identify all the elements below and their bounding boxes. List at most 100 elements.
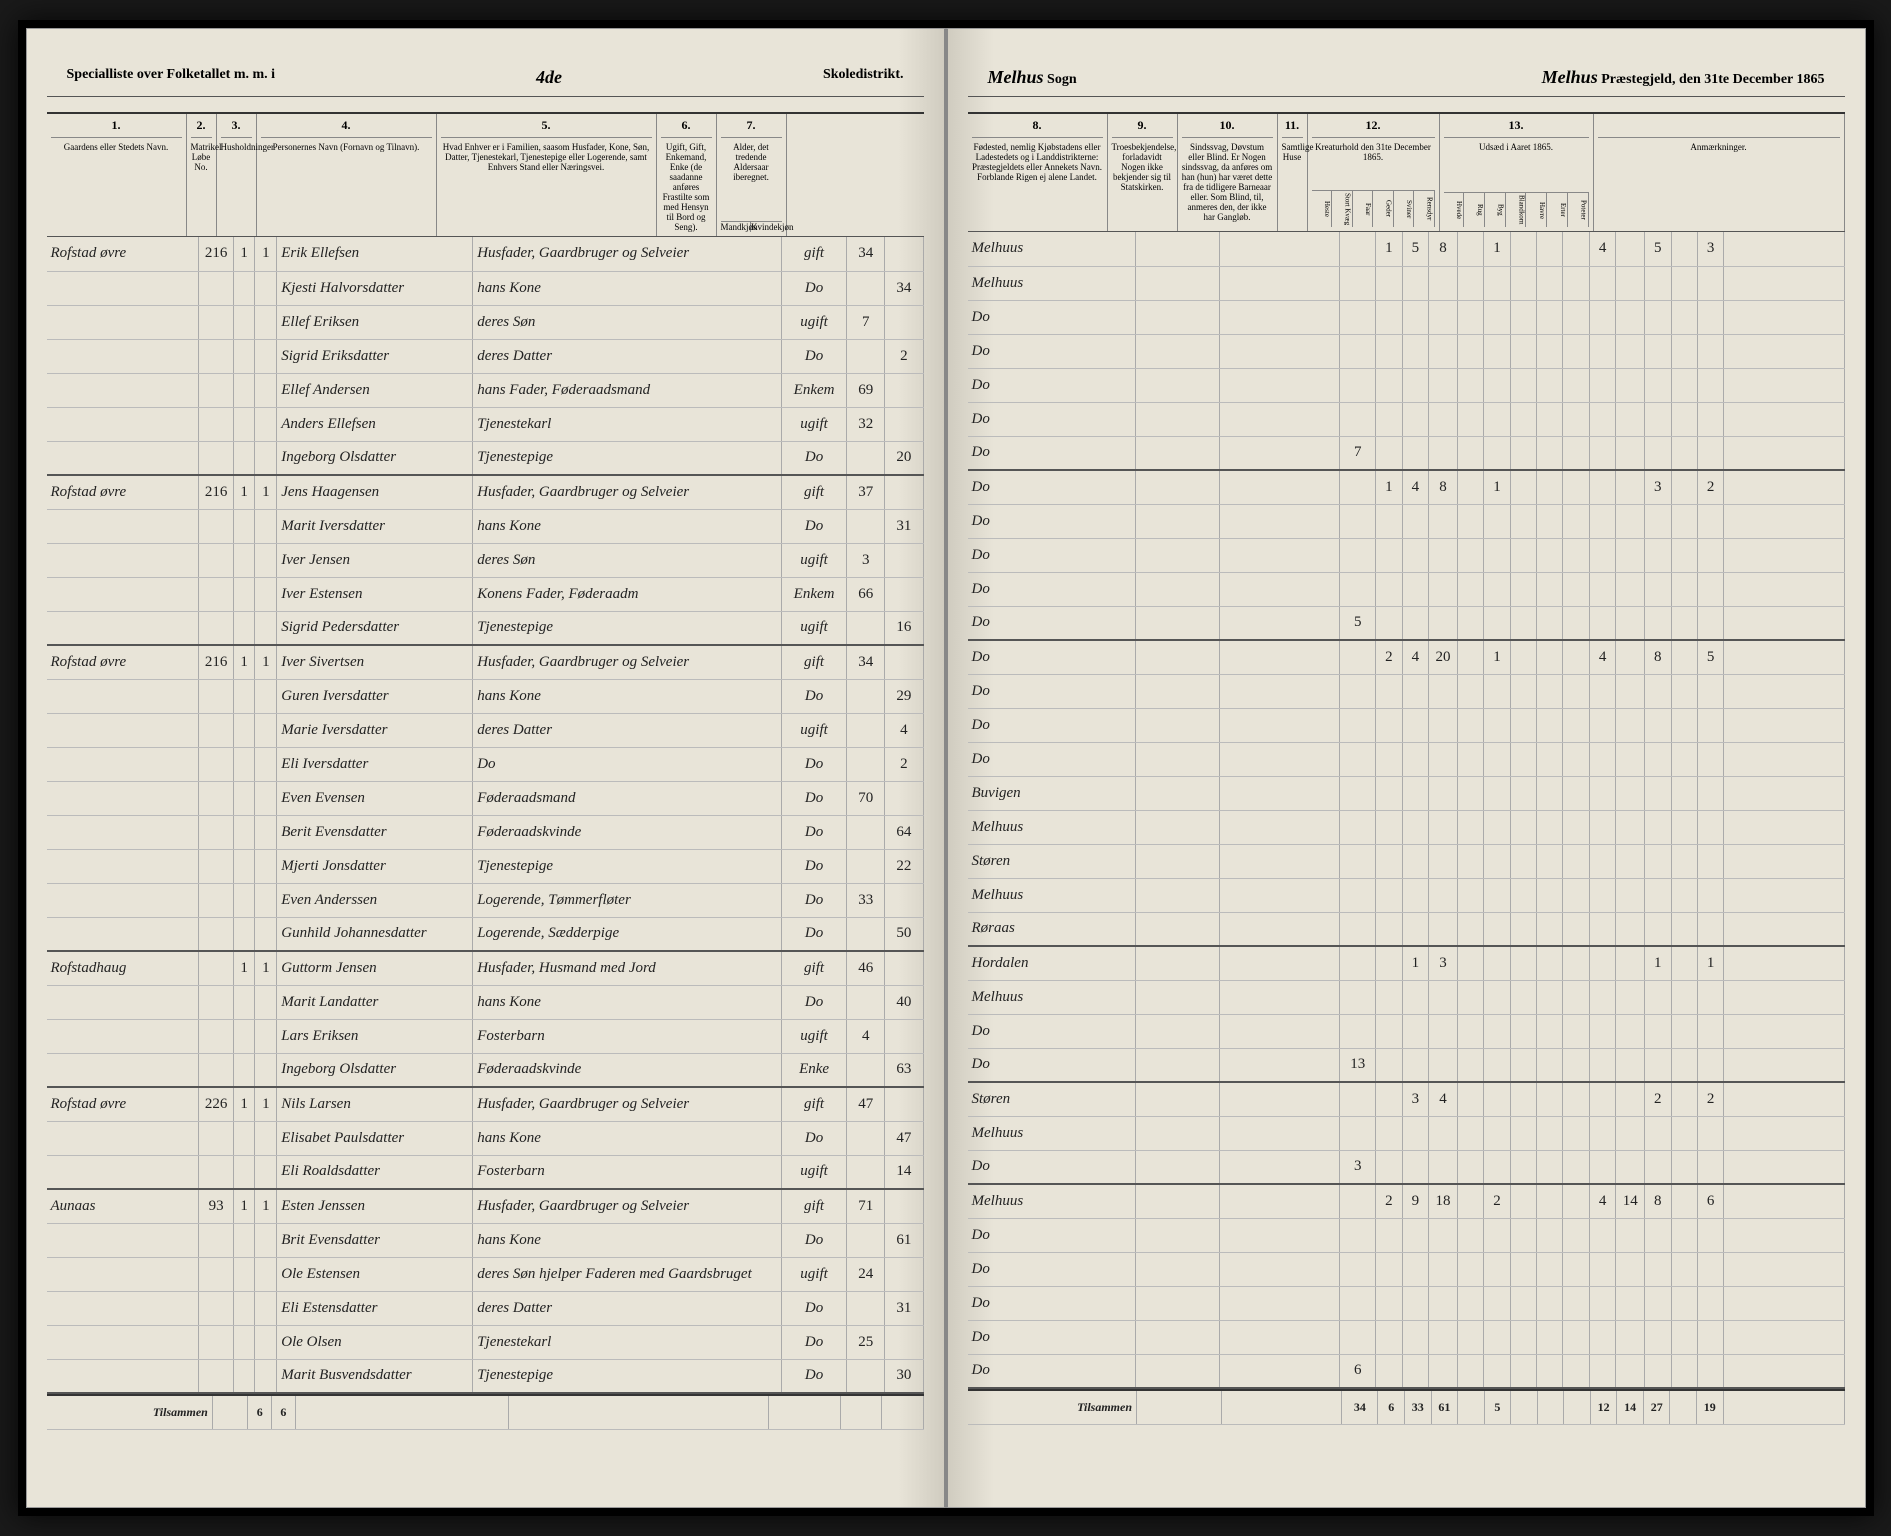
- seed-0: [1537, 436, 1563, 470]
- sogn-label: Sogn: [1047, 72, 1077, 87]
- house-count: 13: [1340, 1048, 1376, 1082]
- household-1: [233, 1223, 255, 1257]
- person-name: Mjerti Jonsdatter: [277, 849, 473, 883]
- person-name: Erik Ellefsen: [277, 237, 473, 271]
- table-row: Do: [968, 1286, 1845, 1320]
- seed-3: [1616, 912, 1645, 946]
- livestock-0: [1376, 1354, 1402, 1388]
- person-name: Even Evensen: [277, 781, 473, 815]
- household-2: [255, 543, 277, 577]
- table-row: Do148132: [968, 470, 1845, 504]
- disability: [1220, 1150, 1340, 1184]
- household-2: [255, 679, 277, 713]
- livestock-2: [1429, 436, 1458, 470]
- seed-5: [1671, 776, 1697, 810]
- table-row: Do: [968, 708, 1845, 742]
- matrikel-no: [199, 1325, 233, 1359]
- col7-sub-m: Mandkjøn: [721, 222, 752, 232]
- disability: [1220, 1286, 1340, 1320]
- seed-5: [1671, 300, 1697, 334]
- seed-0: [1537, 980, 1563, 1014]
- table-row: Marit Landatterhans KoneDo40: [47, 985, 924, 1019]
- matrikel-no: [199, 1053, 233, 1087]
- age-female: 2: [885, 339, 923, 373]
- person-name: Guttorm Jensen: [277, 951, 473, 985]
- seed-3: [1616, 470, 1645, 504]
- farm-name: [47, 985, 199, 1019]
- seed-6: [1697, 402, 1723, 436]
- farm-name: [47, 1121, 199, 1155]
- livestock-3: [1457, 1252, 1483, 1286]
- disability: [1220, 504, 1340, 538]
- livestock-5: [1510, 1082, 1536, 1116]
- seed-5: [1671, 1218, 1697, 1252]
- livestock-0: [1376, 1014, 1402, 1048]
- livestock-1: [1402, 606, 1428, 640]
- livestock-3: [1457, 504, 1483, 538]
- age-male: [847, 713, 885, 747]
- livestock-0: [1376, 572, 1402, 606]
- farm-name: [47, 271, 199, 305]
- age-male: 4: [847, 1019, 885, 1053]
- religion: [1136, 300, 1220, 334]
- left-footer: Tilsammen 6 6: [47, 1394, 924, 1430]
- col13-sub: Byg: [1485, 193, 1506, 227]
- age-female: 31: [885, 1291, 923, 1325]
- seed-1: [1563, 300, 1589, 334]
- person-role: Husfader, Gaardbruger og Selveier: [473, 1087, 782, 1121]
- disability: [1220, 810, 1340, 844]
- livestock-4: [1484, 1252, 1510, 1286]
- person-name: Eli Estensdatter: [277, 1291, 473, 1325]
- age-male: [847, 985, 885, 1019]
- table-row: Rofstad øvre21611Iver SivertsenHusfader,…: [47, 645, 924, 679]
- table-row: Ellef Eriksenderes Sønugift7: [47, 305, 924, 339]
- livestock-3: [1457, 1048, 1483, 1082]
- person-name: Eli Iversdatter: [277, 747, 473, 781]
- religion: [1136, 1218, 1220, 1252]
- table-row: Rofstad øvre21611Jens HaagensenHusfader,…: [47, 475, 924, 509]
- matrikel-no: [199, 305, 233, 339]
- colnum-7: 7.: [721, 118, 782, 138]
- disability: [1220, 266, 1340, 300]
- seed-1: [1563, 1048, 1589, 1082]
- religion: [1136, 776, 1220, 810]
- seed-3: [1616, 572, 1645, 606]
- seed-5: [1671, 538, 1697, 572]
- seed-4: [1645, 402, 1671, 436]
- livestock-3: [1457, 674, 1483, 708]
- seed-1: [1563, 1354, 1589, 1388]
- seed-3: [1616, 436, 1645, 470]
- household-2: [255, 815, 277, 849]
- seed-6: [1697, 1116, 1723, 1150]
- religion: [1136, 436, 1220, 470]
- household-2: 1: [255, 237, 277, 271]
- religion: [1136, 232, 1220, 266]
- seed-2: [1589, 1048, 1615, 1082]
- house-count: [1340, 776, 1376, 810]
- disability: [1220, 708, 1340, 742]
- person-role: Føderaadskvinde: [473, 815, 782, 849]
- totals-label-right: Tilsammen: [968, 1390, 1137, 1424]
- farm-name: [47, 747, 199, 781]
- livestock-3: [1457, 470, 1483, 504]
- seed-2: 4: [1589, 1184, 1615, 1218]
- table-row: Brit Evensdatterhans KoneDo61: [47, 1223, 924, 1257]
- marital-status: Do: [781, 271, 846, 305]
- birthplace: Do: [968, 742, 1136, 776]
- household-1: [233, 1121, 255, 1155]
- collabel-5: Hvad Enhver er i Familien, saasom Husfad…: [441, 142, 652, 172]
- notes: [1724, 776, 1844, 810]
- age-female: 2: [885, 747, 923, 781]
- seed-2: [1589, 674, 1615, 708]
- livestock-3: [1457, 266, 1483, 300]
- seed-0: [1537, 708, 1563, 742]
- livestock-2: [1429, 1116, 1458, 1150]
- right-footer: Tilsammen3463361512142719: [968, 1389, 1845, 1425]
- household-1: [233, 509, 255, 543]
- household-2: [255, 1155, 277, 1189]
- livestock-1: [1402, 1116, 1428, 1150]
- colnum-9: 9.: [1112, 118, 1173, 138]
- person-name: Iver Estensen: [277, 577, 473, 611]
- person-name: Marit Iversdatter: [277, 509, 473, 543]
- seed-3: [1616, 844, 1645, 878]
